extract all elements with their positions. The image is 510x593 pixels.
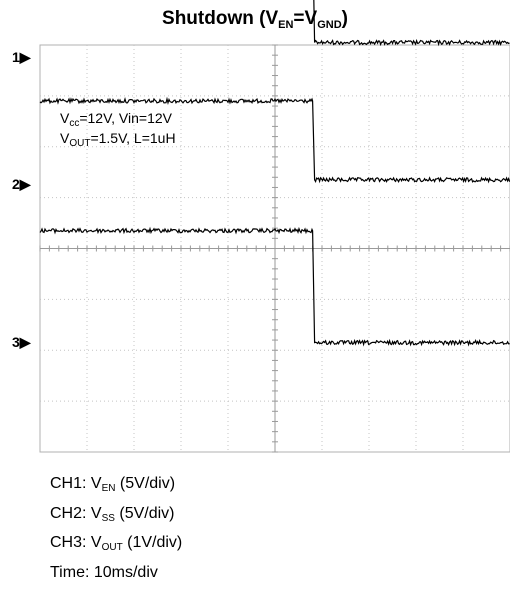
condition-line-2: VOUT=1.5V, L=1uH [60,130,176,149]
channel-3-marker: 3▶ [12,334,31,351]
channel-2-marker: 2▶ [12,176,31,193]
legend-ch3: CH3: VOUT (1V/div) [50,531,182,561]
channel-1-marker: 1▶ [12,49,31,66]
legend: CH1: VEN (5V/div) CH2: VSS (5V/div) CH3:… [50,472,182,585]
legend-time: Time: 10ms/div [50,561,182,586]
trace-ch1 [40,0,510,44]
legend-ch2: CH2: VSS (5V/div) [50,502,182,532]
oscilloscope-plot [0,0,510,470]
condition-line-1: Vcc=12V, Vin=12V [60,110,172,129]
legend-ch1: CH1: VEN (5V/div) [50,472,182,502]
